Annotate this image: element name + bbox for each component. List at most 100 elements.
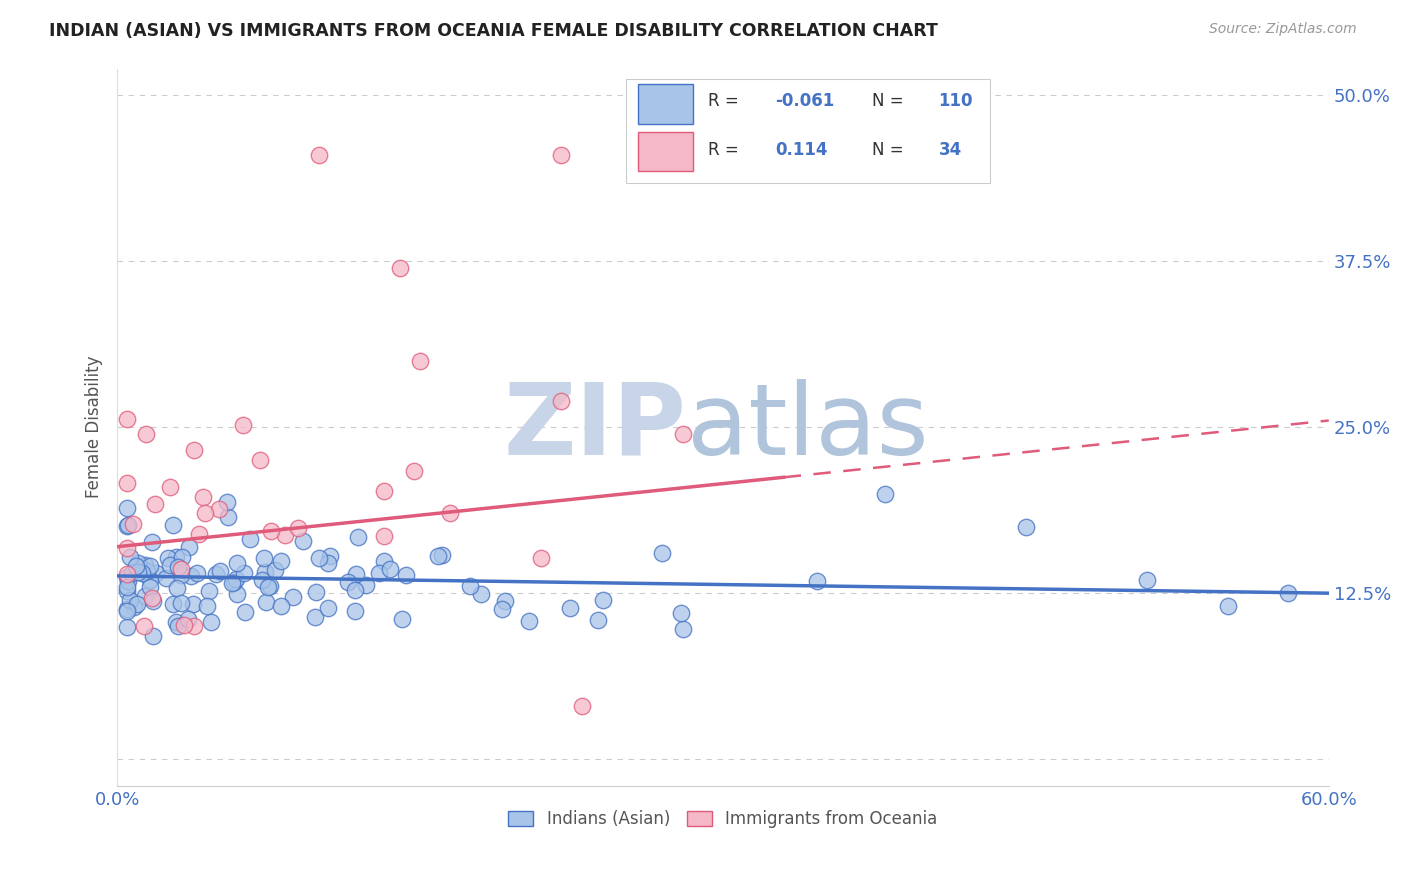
- Point: [177, 612, 200, 626]
- Point: [127, 565, 149, 579]
- Point: [180, 568, 202, 582]
- Point: [347, 531, 370, 545]
- Point: [281, 590, 304, 604]
- Legend: Indians (Asian), Immigrants from Oceania: Indians (Asian), Immigrants from Oceania: [502, 804, 943, 835]
- Point: [197, 584, 219, 599]
- Point: [177, 540, 200, 554]
- Text: 0.114: 0.114: [775, 141, 828, 159]
- Point: [232, 566, 254, 580]
- Point: [186, 566, 208, 581]
- Point: [143, 497, 166, 511]
- Point: [239, 532, 262, 546]
- Point: [270, 599, 292, 613]
- Point: [404, 464, 426, 478]
- Point: [145, 566, 167, 580]
- Point: [292, 534, 315, 549]
- Point: [142, 594, 165, 608]
- Point: [131, 561, 153, 575]
- Point: [127, 556, 149, 570]
- Point: [117, 570, 139, 584]
- Point: [305, 584, 328, 599]
- Point: [124, 559, 146, 574]
- Point: [139, 580, 162, 594]
- Point: [1216, 599, 1239, 614]
- Point: [155, 570, 177, 584]
- Point: [139, 559, 162, 574]
- Point: [491, 602, 513, 616]
- Point: [337, 575, 360, 590]
- Point: [806, 574, 828, 589]
- Text: 110: 110: [939, 92, 973, 110]
- Point: [530, 551, 553, 566]
- Y-axis label: Female Disability: Female Disability: [86, 356, 103, 499]
- Point: [439, 506, 461, 520]
- Point: [274, 527, 297, 541]
- Point: [373, 529, 395, 543]
- Point: [117, 517, 139, 532]
- Point: [316, 556, 339, 570]
- Point: [259, 579, 281, 593]
- Point: [395, 567, 418, 582]
- Point: [470, 586, 492, 600]
- Text: N =: N =: [872, 92, 904, 110]
- Point: [257, 580, 280, 594]
- Point: [671, 426, 693, 441]
- Point: [157, 550, 180, 565]
- Point: [409, 353, 432, 368]
- Point: [141, 535, 163, 549]
- Point: [232, 418, 254, 433]
- Point: [254, 595, 277, 609]
- Point: [368, 566, 391, 580]
- Point: [458, 579, 481, 593]
- Text: N =: N =: [872, 141, 904, 159]
- Point: [188, 526, 211, 541]
- Point: [172, 549, 194, 564]
- Point: [430, 549, 453, 563]
- Point: [373, 483, 395, 498]
- Point: [550, 148, 572, 162]
- Point: [121, 566, 143, 581]
- Point: [122, 599, 145, 614]
- Point: [494, 594, 516, 608]
- Point: [142, 629, 165, 643]
- Point: [167, 559, 190, 574]
- Point: [117, 566, 139, 581]
- Point: [117, 412, 139, 426]
- Point: [253, 565, 276, 579]
- Point: [125, 597, 148, 611]
- Text: atlas: atlas: [686, 378, 928, 475]
- Point: [181, 598, 204, 612]
- Point: [117, 602, 139, 616]
- Point: [373, 554, 395, 568]
- Point: [260, 524, 283, 538]
- Text: R =: R =: [709, 141, 740, 159]
- Point: [170, 568, 193, 582]
- Point: [221, 576, 243, 591]
- Point: [204, 566, 226, 581]
- Point: [118, 593, 141, 607]
- Point: [170, 596, 193, 610]
- Point: [344, 604, 367, 618]
- Point: [170, 562, 193, 576]
- Point: [191, 491, 214, 505]
- Point: [249, 452, 271, 467]
- Point: [344, 583, 367, 598]
- Point: [264, 563, 287, 577]
- Point: [136, 565, 159, 579]
- Point: [671, 607, 693, 621]
- Point: [517, 614, 540, 628]
- Point: [651, 546, 673, 560]
- Text: -0.061: -0.061: [775, 92, 834, 110]
- Point: [118, 549, 141, 564]
- Point: [550, 393, 572, 408]
- Point: [560, 601, 582, 615]
- Point: [304, 610, 326, 624]
- Bar: [638, 132, 693, 171]
- Point: [200, 615, 222, 629]
- Point: [1015, 520, 1038, 534]
- Point: [138, 573, 160, 587]
- Point: [308, 148, 330, 162]
- Point: [117, 584, 139, 599]
- Text: ZIP: ZIP: [503, 378, 686, 475]
- Point: [135, 426, 157, 441]
